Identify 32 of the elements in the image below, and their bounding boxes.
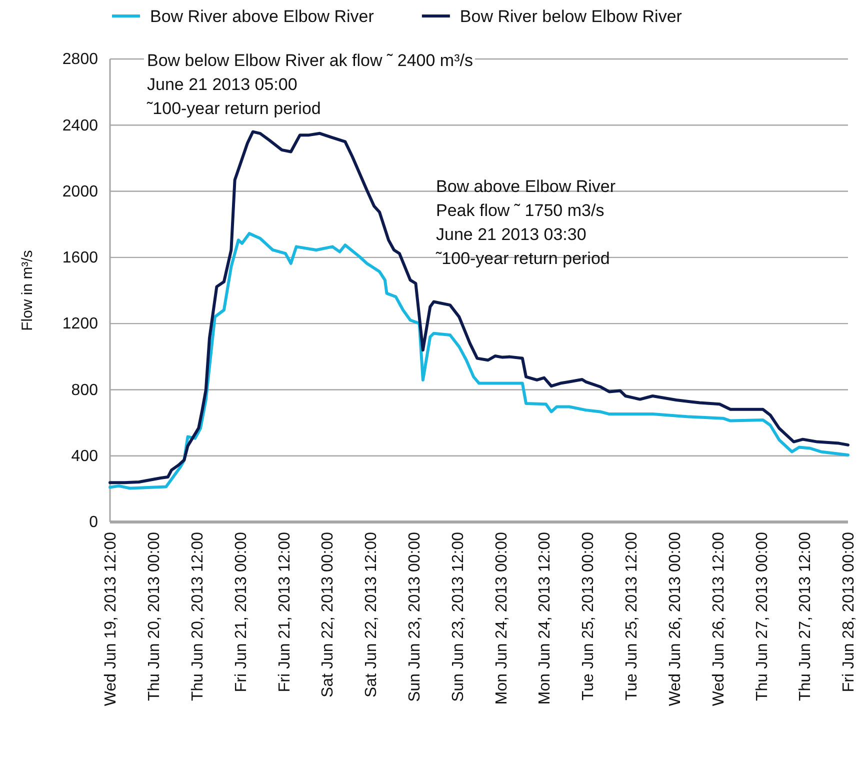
x-tick-label: Wed Jun 26, 2013 12:00 bbox=[710, 532, 728, 706]
y-tick-label: 2400 bbox=[62, 117, 98, 134]
annotation: Bow below Elbow River ak flow ˜ 2400 m³/s June 21 2013 05:00 ˜100-year return period bbox=[146, 51, 473, 118]
x-tick-label: Tue Jun 25, 2013 12:00 bbox=[624, 532, 641, 700]
y-axis-title: Flow in m³/s bbox=[19, 250, 36, 331]
x-tick-label: Thu Jun 20, 2013 12:00 bbox=[189, 532, 206, 702]
legend-label: Bow River above Elbow River bbox=[150, 7, 374, 26]
y-tick-label: 1200 bbox=[62, 316, 98, 333]
x-tick-label: Fri Jun 28, 2013 00:00 bbox=[840, 532, 858, 692]
y-tick-label: 0 bbox=[89, 514, 98, 532]
line-series bbox=[108, 130, 850, 484]
x-tick-label: Sat Jun 22, 2013 00:00 bbox=[320, 532, 337, 698]
y-tick-label: 400 bbox=[71, 448, 98, 465]
y-tick-label: 2800 bbox=[62, 51, 98, 68]
x-tick-label: Mon Jun 24, 2013 12:00 bbox=[536, 532, 554, 705]
x-tick-label: Tue Jun 25, 2013 00:00 bbox=[580, 532, 598, 700]
x-tick-label: Sun Jun 23, 2013 12:00 bbox=[450, 532, 467, 702]
annotation: Bow above Elbow River Peak flow ˜ 1750 m3/s June 21 2013 03:30 ˜100-year return period bbox=[435, 177, 616, 268]
y-tick-label: 800 bbox=[71, 382, 98, 399]
x-tick-label: Wed Jun 19, 2013 12:00 bbox=[102, 532, 120, 706]
x-tick-label: Wed Jun 26, 2013 00:00 bbox=[666, 532, 684, 706]
x-tick-label: Thu Jun 27, 2013 00:00 bbox=[754, 532, 771, 702]
y-tick-label: 2000 bbox=[62, 183, 98, 200]
y-tick-label: 1600 bbox=[62, 250, 98, 267]
x-tick-label: Sun Jun 23, 2013 00:00 bbox=[406, 532, 424, 702]
legend-label: Bow River below Elbow River bbox=[460, 7, 682, 26]
x-tick-label: Fri Jun 21, 2013 12:00 bbox=[276, 532, 294, 692]
x-tick-label: Fri Jun 21, 2013 00:00 bbox=[232, 532, 250, 692]
x-tick-label: Mon Jun 24, 2013 00:00 bbox=[493, 532, 510, 705]
x-tick-label: Sat Jun 22, 2013 12:00 bbox=[363, 532, 380, 698]
x-tick-label: Thu Jun 20, 2013 00:00 bbox=[146, 532, 164, 702]
x-tick-label: Thu Jun 27, 2013 12:00 bbox=[797, 532, 814, 702]
